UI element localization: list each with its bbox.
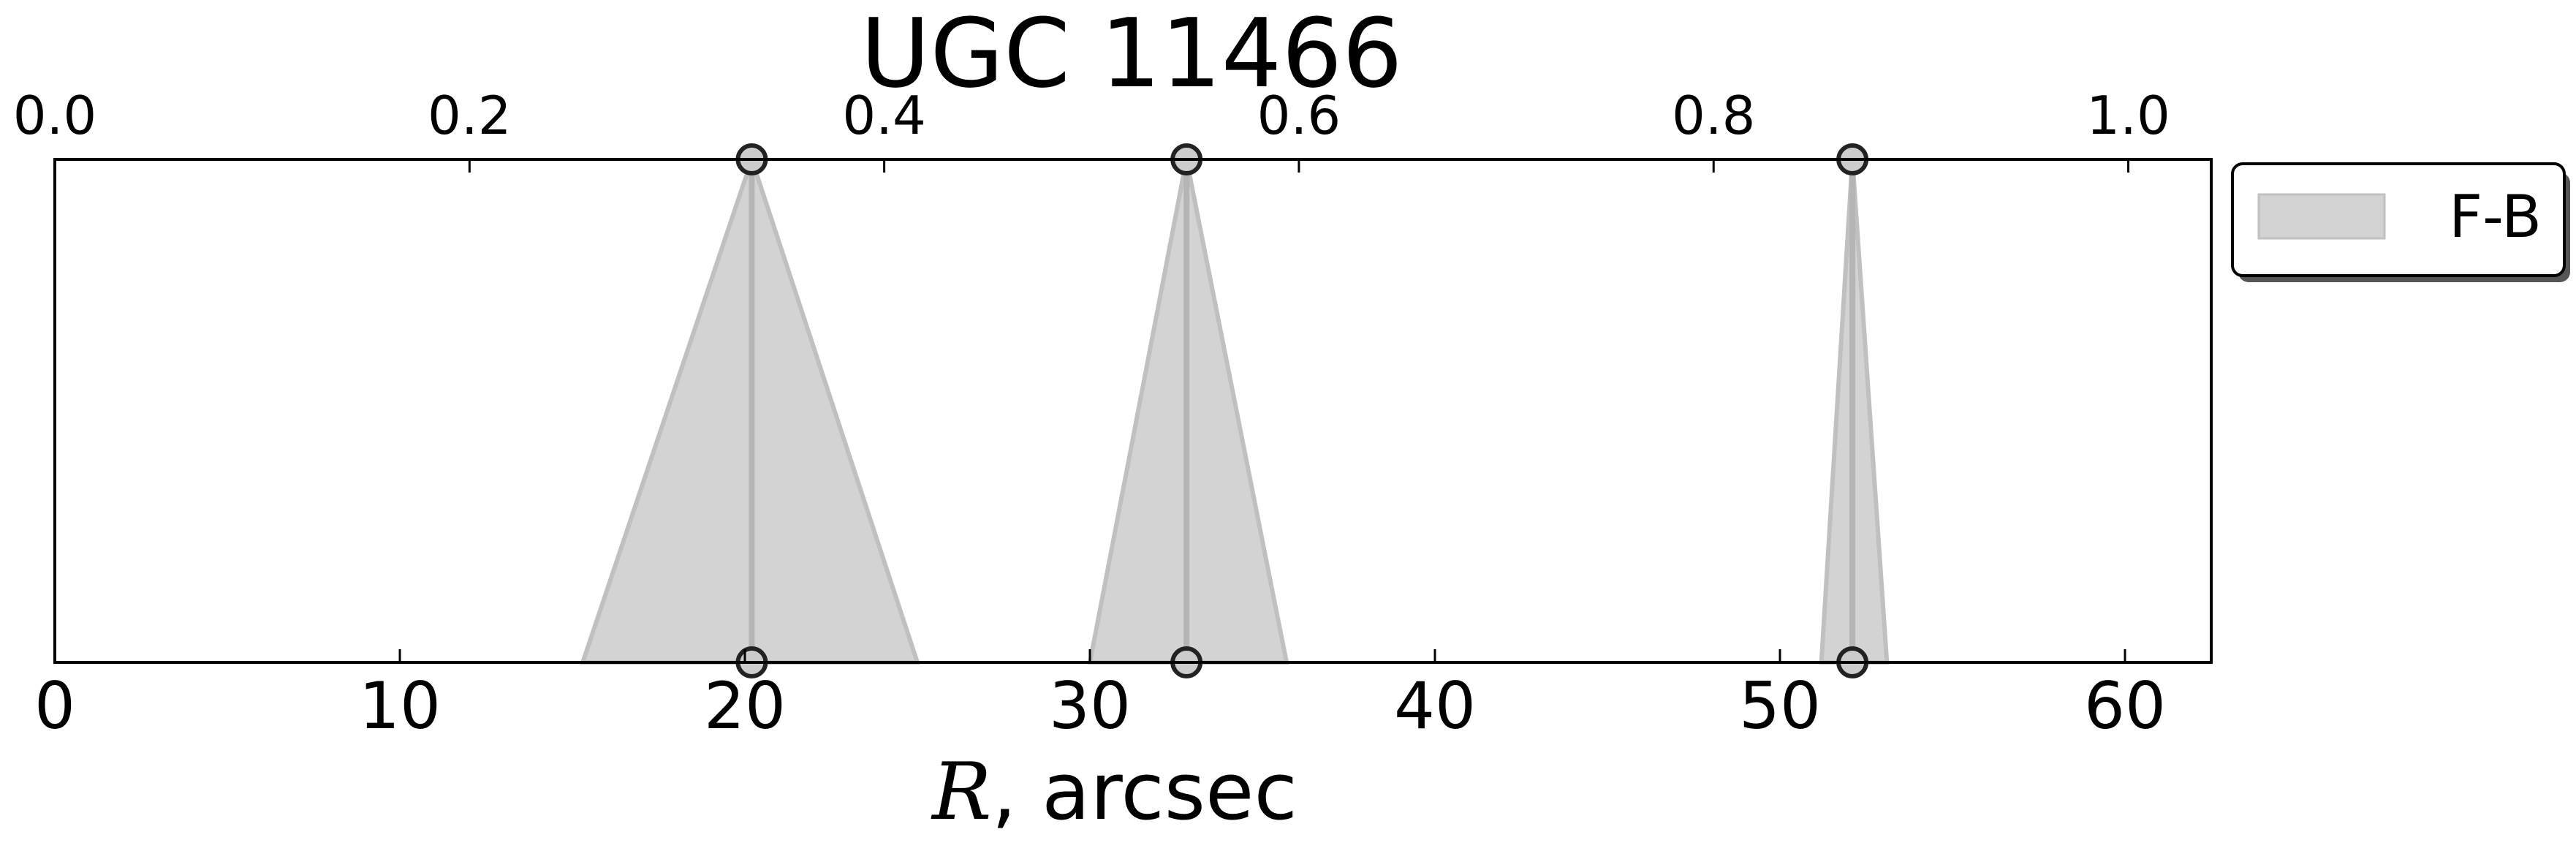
bottom-tick-label-1: 10 xyxy=(359,668,441,744)
axis-ticks xyxy=(53,159,2130,662)
fill-regions xyxy=(579,152,1890,665)
legend-label-f-b: F-B xyxy=(2449,183,2542,251)
top-tick-label-4: 0.8 xyxy=(1672,85,1756,146)
legend-swatch-f-b xyxy=(2257,193,2386,240)
bottom-tick-label-0: 0 xyxy=(34,668,75,744)
bottom-tick-label-5: 50 xyxy=(1739,668,1821,744)
top-tick-label-0: 0.0 xyxy=(13,85,97,146)
top-tick-label-5: 1.0 xyxy=(2086,85,2170,146)
top-tick-label-2: 0.4 xyxy=(842,85,926,146)
plot-frame xyxy=(53,158,2213,664)
chart-title: UGC 11466 xyxy=(860,0,1403,109)
top-axis-tick-labels: 0.0 0.2 0.4 0.6 0.8 1.0 xyxy=(13,85,2170,146)
x-axis-label: R, arcsec xyxy=(931,746,1298,838)
legend: F-B xyxy=(2231,162,2570,282)
bottom-tick-label-3: 30 xyxy=(1049,668,1131,744)
bottom-tick-label-4: 40 xyxy=(1394,668,1476,744)
region-markers xyxy=(735,143,1869,678)
top-tick-label-3: 0.6 xyxy=(1257,85,1341,146)
bottom-axis-tick-labels: 0 10 20 30 40 50 60 xyxy=(34,668,2166,744)
bottom-tick-label-2: 20 xyxy=(704,668,786,744)
legend-box xyxy=(2231,162,2566,277)
bottom-tick-label-6: 60 xyxy=(2084,668,2166,744)
top-tick-label-1: 0.2 xyxy=(428,85,512,146)
